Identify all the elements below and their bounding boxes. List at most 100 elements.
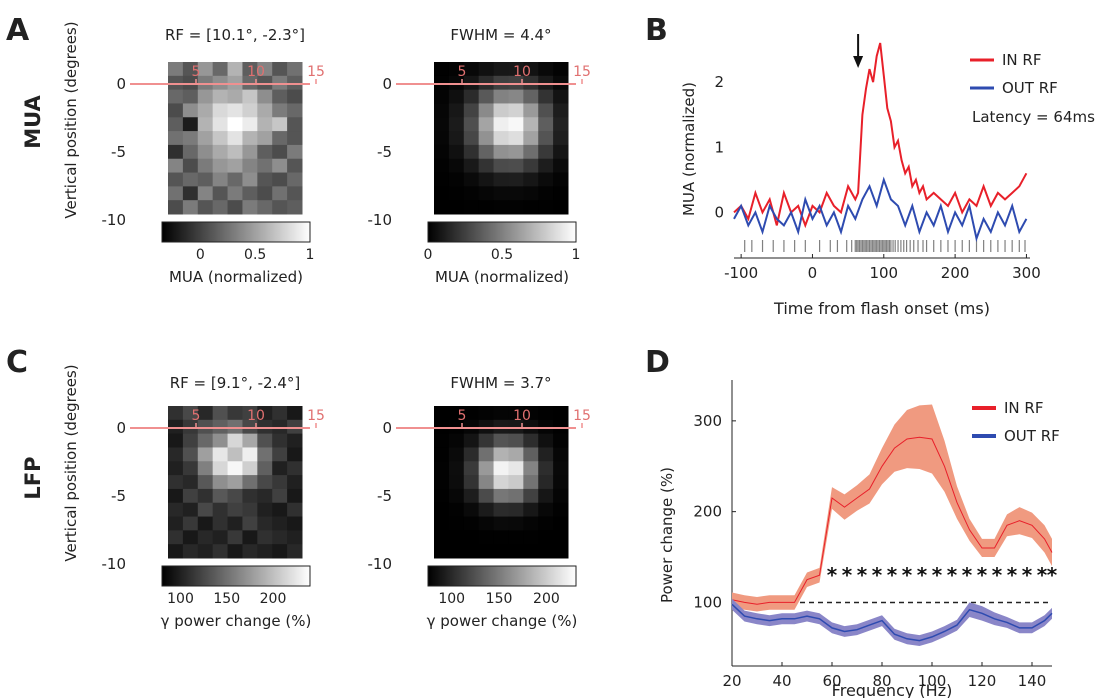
heatmap-cell: [257, 117, 273, 132]
heatmap-cell: [272, 475, 288, 490]
heatmap-cell: [168, 75, 184, 91]
heatmap-cell: [508, 461, 524, 476]
heatmap-cell: [448, 117, 465, 132]
heatmap-cell: [523, 103, 539, 118]
heatmap-cell: [212, 502, 229, 518]
heatmap-cell: [493, 75, 509, 91]
heatmap-cell: [272, 544, 288, 559]
heatmap-cell: [553, 516, 569, 531]
heatmap-cell: [523, 530, 539, 545]
heatmap-cell: [242, 89, 258, 104]
heatmap-cell: [448, 200, 465, 215]
heatmap-cell: [257, 530, 273, 545]
heatmap-cell: [523, 406, 539, 421]
heatmap-cell: [463, 461, 480, 476]
heatmap-cell: [508, 544, 524, 559]
legend-label: IN RF: [1004, 399, 1043, 417]
heatmap-cell: [197, 475, 214, 490]
heatmap-cell: [434, 502, 450, 518]
colorbar-label: γ power change (%): [161, 612, 312, 630]
heatmap-cell: [227, 186, 243, 201]
heatmap-cell: [508, 131, 524, 146]
heatmap-cell: [272, 172, 288, 187]
heatmap-cell: [182, 419, 199, 435]
heatmap-cell: [538, 488, 554, 504]
heatmap-cell: [287, 488, 303, 504]
heatmap-cell: [523, 461, 539, 476]
heatmap-cell: [287, 461, 303, 476]
heatmap-cell: [197, 544, 214, 559]
heatmap-cell: [272, 103, 288, 118]
heatmap-cell: [553, 502, 569, 518]
overlay-tick-label: 15: [573, 408, 591, 424]
heatmap-cell: [168, 433, 184, 448]
heatmap-cell: [448, 103, 465, 118]
power-spectrum-chart: 20 40 60 80 100 120 140 100 200 300 Frequency (Hz)…: [658, 380, 1060, 698]
heatmap-cell: [434, 200, 450, 215]
heatmap-cell: [242, 433, 258, 448]
heatmap-cell: [523, 62, 539, 77]
heatmap-cell: [242, 62, 258, 77]
y-tick-label: -10: [368, 211, 393, 229]
heatmap-cell: [212, 447, 229, 462]
heatmap-cell: [448, 488, 465, 504]
heatmap-cell: [538, 89, 554, 104]
heatmap-cell: [242, 158, 258, 174]
heatmap-cell: [448, 158, 465, 174]
heatmap-cell: [448, 502, 465, 518]
heatmap-cell: [212, 406, 229, 421]
heatmap-cell: [493, 544, 509, 559]
heatmap-cell: [508, 117, 524, 132]
heatmap-cell: [463, 89, 480, 104]
heatmap-cell: [242, 117, 258, 132]
x-axis-label: Frequency (Hz): [832, 681, 953, 698]
heatmap-cell: [197, 406, 214, 421]
heatmap-cell: [478, 516, 495, 531]
heatmap-cell: [182, 144, 199, 160]
heatmap-cell: [478, 447, 495, 462]
heatmap-cell: [242, 419, 258, 435]
heatmap-cell: [523, 131, 539, 146]
overlay-tick-label: 5: [192, 64, 201, 80]
significance-star: *: [962, 563, 973, 587]
heatmap-cell: [168, 530, 184, 545]
heatmap-cell: [242, 488, 258, 504]
heatmap-cell: [168, 447, 184, 462]
y-tick-label: 0: [382, 419, 392, 437]
heatmap-cell: [463, 144, 480, 160]
heatmap-cell: [448, 516, 465, 531]
heatmap-cell: [463, 103, 480, 118]
heatmap-cell: [553, 433, 569, 448]
heatmap-cell: [242, 516, 258, 531]
heatmap-cell: [448, 75, 465, 91]
heatmap-cell: [448, 447, 465, 462]
x-tick-label: -100: [724, 264, 758, 282]
heatmap-cell: [227, 544, 243, 559]
heatmap-cell: [242, 461, 258, 476]
heatmap-cell: [553, 131, 569, 146]
significance-star: *: [917, 563, 928, 587]
heatmap-cell: [212, 186, 229, 201]
heatmap-cell: [523, 475, 539, 490]
heatmap-cell: [272, 447, 288, 462]
heatmap-cell: [287, 75, 303, 91]
heatmap-cell: [227, 172, 243, 187]
heatmap-cell: [478, 117, 495, 132]
heatmap-cell: [287, 186, 303, 201]
overlay-tick-label: 15: [573, 64, 591, 80]
heatmap-c-ylabel: Vertical position (degrees): [62, 364, 80, 561]
heatmap-cell: [463, 488, 480, 504]
heatmap-cell: [182, 516, 199, 531]
heatmap-cell: [523, 144, 539, 160]
legend-label: OUT RF: [1004, 427, 1060, 445]
heatmap-cell: [257, 200, 273, 215]
heatmap-cell: [242, 75, 258, 91]
heatmap-cell: [287, 158, 303, 174]
significance-star: *: [932, 563, 943, 587]
heatmap-cell: [182, 186, 199, 201]
heatmap-cell: [287, 502, 303, 518]
overlay-tick-label: 10: [247, 408, 265, 424]
heatmap-cell: [508, 530, 524, 545]
heatmap-cell: [197, 502, 214, 518]
x-tick-label: 300: [1012, 264, 1041, 282]
